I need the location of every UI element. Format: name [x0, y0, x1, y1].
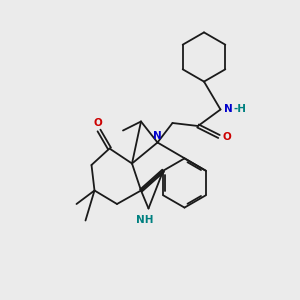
- Text: -H: -H: [233, 104, 246, 115]
- Text: O: O: [93, 118, 102, 128]
- Text: N: N: [153, 131, 162, 141]
- Text: N: N: [224, 104, 233, 115]
- Text: O: O: [223, 131, 231, 142]
- Text: NH: NH: [136, 215, 154, 225]
